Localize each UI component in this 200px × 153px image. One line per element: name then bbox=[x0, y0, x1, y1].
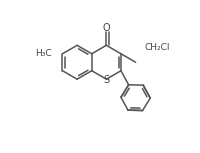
Text: H₃C: H₃C bbox=[35, 49, 52, 58]
Text: S: S bbox=[103, 75, 109, 85]
Text: O: O bbox=[103, 23, 110, 33]
Text: CH₂Cl: CH₂Cl bbox=[145, 43, 170, 52]
